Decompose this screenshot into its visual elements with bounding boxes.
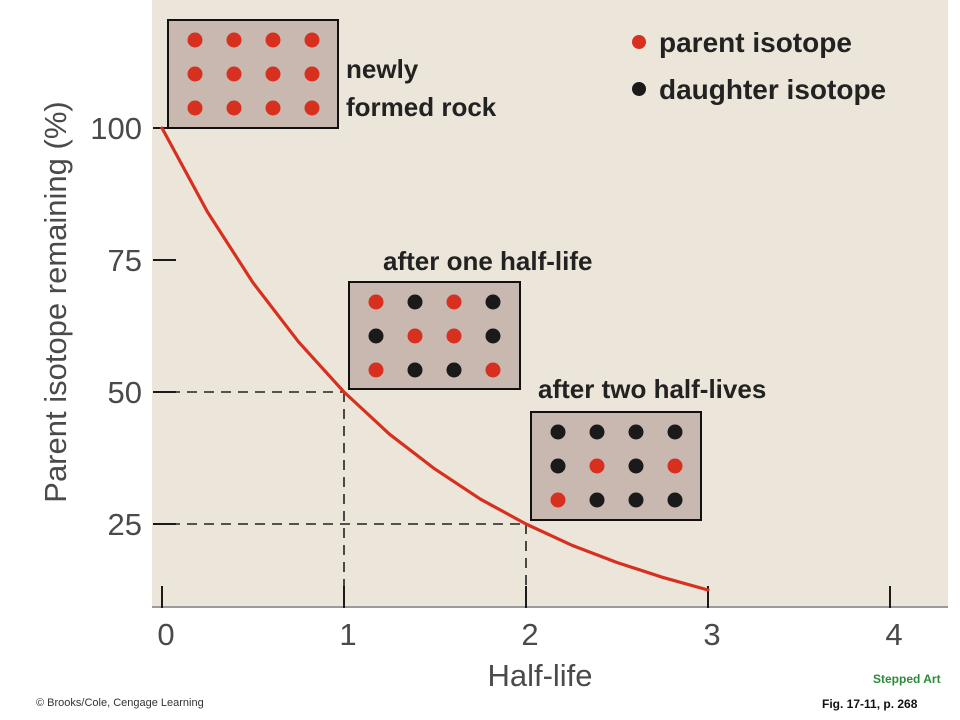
daughter-isotope-dot bbox=[628, 424, 644, 440]
sample-box-1: newly formed rock bbox=[167, 19, 497, 129]
parent-isotope-dot bbox=[485, 362, 501, 378]
parent-isotope-dot bbox=[187, 32, 203, 48]
parent-isotope-dot bbox=[226, 100, 242, 116]
y-axis-title: Parent isotope remaining (%) bbox=[38, 101, 73, 502]
sample-label: formed rock bbox=[346, 92, 497, 122]
daughter-isotope-dot bbox=[550, 424, 566, 440]
x-axis-line bbox=[152, 606, 948, 608]
parent-isotope-dot bbox=[446, 294, 462, 310]
y-tick-label: 25 bbox=[108, 507, 142, 542]
x-tick-label: 2 bbox=[521, 617, 538, 652]
daughter-isotope-dot bbox=[628, 492, 644, 508]
y-tick-label: 100 bbox=[90, 111, 142, 146]
daughter-isotope-dot bbox=[446, 362, 462, 378]
copyright-credit: © Brooks/Cole, Cengage Learning bbox=[36, 697, 204, 709]
x-tick-label: 0 bbox=[157, 617, 174, 652]
sample-box-2: after one half-life bbox=[348, 246, 592, 390]
parent-isotope-dot bbox=[446, 328, 462, 344]
x-tick-label: 1 bbox=[339, 617, 356, 652]
x-tick-label: 4 bbox=[885, 617, 902, 652]
parent-isotope-dot bbox=[265, 66, 281, 82]
stepped-art-label: Stepped Art bbox=[873, 672, 941, 686]
daughter-isotope-dot bbox=[589, 424, 605, 440]
parent-isotope-dot bbox=[407, 328, 423, 344]
daughter-isotope-dot bbox=[667, 424, 683, 440]
parent-isotope-dot bbox=[187, 66, 203, 82]
legend-label: parent isotope bbox=[659, 27, 852, 58]
x-axis-ticks: 0 1 2 3 4 bbox=[157, 586, 903, 652]
parent-isotope-dot bbox=[226, 32, 242, 48]
sample-box-3: after two half-lives bbox=[530, 374, 766, 521]
parent-isotope-dot bbox=[226, 66, 242, 82]
parent-isotope-dot bbox=[304, 100, 320, 116]
series bbox=[160, 126, 710, 592]
legend-label: daughter isotope bbox=[659, 74, 886, 105]
legend-marker bbox=[632, 82, 646, 96]
legend: parent isotope daughter isotope bbox=[632, 27, 886, 105]
sample-label: newly bbox=[346, 54, 419, 84]
daughter-isotope-dot bbox=[485, 294, 501, 310]
parent-isotope-dot bbox=[368, 294, 384, 310]
sample-boxes: newly formed rock after one half-life after… bbox=[167, 19, 766, 521]
daughter-isotope-dot bbox=[550, 458, 566, 474]
parent-isotope-dot bbox=[265, 32, 281, 48]
parent-isotope-dot bbox=[265, 100, 281, 116]
daughter-isotope-dot bbox=[485, 328, 501, 344]
sample-label: after two half-lives bbox=[538, 374, 766, 404]
x-tick-label: 3 bbox=[703, 617, 720, 652]
daughter-isotope-dot bbox=[407, 294, 423, 310]
sample-label: after one half-life bbox=[383, 246, 592, 276]
figure-reference: Fig. 17-11, p. 268 bbox=[822, 697, 918, 711]
parent-isotope-dot bbox=[550, 492, 566, 508]
daughter-isotope-dot bbox=[368, 328, 384, 344]
y-tick-label: 50 bbox=[108, 375, 142, 410]
parent-isotope-dot bbox=[304, 66, 320, 82]
parent-isotope-dot bbox=[667, 458, 683, 474]
daughter-isotope-dot bbox=[407, 362, 423, 378]
legend-marker bbox=[632, 35, 646, 49]
y-tick-label: 75 bbox=[108, 243, 142, 278]
y-axis-ticks: 25 50 75 100 bbox=[90, 111, 176, 542]
daughter-isotope-dot bbox=[628, 458, 644, 474]
x-axis-title: Half-life bbox=[487, 658, 592, 693]
parent-isotope-dot bbox=[589, 458, 605, 474]
daughter-isotope-dot bbox=[589, 492, 605, 508]
parent-isotope-dot bbox=[304, 32, 320, 48]
daughter-isotope-dot bbox=[667, 492, 683, 508]
parent-isotope-dot bbox=[368, 362, 384, 378]
parent-isotope-dot bbox=[187, 100, 203, 116]
